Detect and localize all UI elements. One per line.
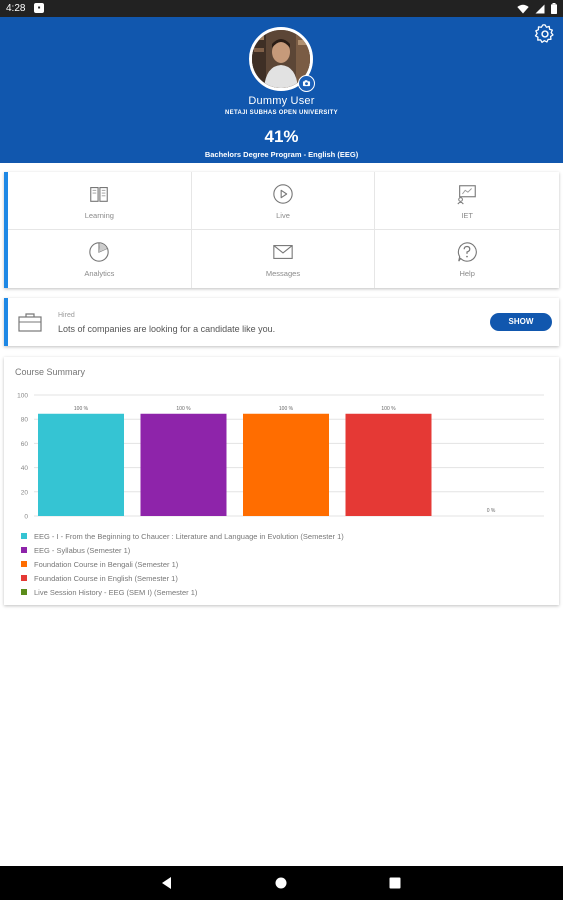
university-name: NETAJI SUBHAS OPEN UNIVERSITY — [225, 110, 338, 116]
tile-label: Analytics — [84, 269, 115, 278]
legend-label: Foundation Course in Bengali (Semester 1… — [34, 559, 179, 569]
briefcase-icon — [18, 313, 42, 332]
tile-messages[interactable]: Messages — [192, 230, 376, 288]
avatar[interactable] — [249, 27, 315, 92]
status-time: 4:28 — [6, 3, 26, 14]
course-summary-title: Course Summary — [15, 367, 86, 377]
user-name: Dummy User — [248, 95, 315, 107]
y-tick-label: 0 — [24, 514, 28, 521]
gear-icon[interactable] — [534, 23, 556, 45]
legend-label: Foundation Course in English (Semester 1… — [34, 573, 178, 583]
chart-bar[interactable] — [38, 413, 124, 516]
bar-data-label: 100 % — [74, 406, 89, 412]
tile-label: Learning — [84, 211, 114, 220]
bar-data-label: 100 % — [176, 406, 191, 412]
legend-label: EEG - Syllabus (Semester 1) — [34, 545, 131, 555]
program-name: Bachelors Degree Program - English (EEG) — [204, 150, 359, 159]
wifi-icon — [517, 4, 529, 13]
legend-item[interactable]: EEG - I - From the Beginning to Chaucer … — [21, 529, 344, 543]
tile-learning[interactable]: Learning — [8, 172, 192, 230]
legend-label: Live Session History - EEG (SEM I) (Seme… — [34, 587, 198, 597]
hired-title: Hired — [58, 312, 75, 319]
profile-header: Dummy User NETAJI SUBHAS OPEN UNIVERSITY… — [0, 17, 563, 163]
tile-label: IET — [461, 211, 473, 220]
progress-percent: 41% — [264, 127, 299, 146]
navigation-bar — [0, 866, 563, 900]
back-icon[interactable] — [159, 875, 175, 891]
tile-label: Messages — [265, 269, 301, 278]
hired-message: Lots of companies are looking for a cand… — [58, 324, 276, 334]
home-icon[interactable] — [273, 875, 289, 891]
y-tick-label: 40 — [21, 465, 29, 472]
envelope-icon — [273, 245, 293, 259]
tile-label: Live — [276, 211, 290, 220]
legend-swatch — [21, 561, 27, 567]
bar-data-label: 100 % — [381, 406, 396, 412]
book-icon — [90, 187, 109, 202]
y-tick-label: 60 — [21, 441, 29, 448]
bar-data-label: 0 % — [487, 508, 496, 514]
chart-legend: EEG - I - From the Beginning to Chaucer … — [21, 529, 344, 599]
status-icons — [517, 2, 557, 15]
tile-analytics[interactable]: Analytics — [8, 230, 192, 288]
battery-icon — [551, 3, 557, 14]
signal-icon — [535, 4, 545, 13]
y-tick-label: 80 — [21, 417, 29, 424]
show-button[interactable]: SHOW — [490, 313, 552, 331]
chart-bar[interactable] — [345, 413, 432, 516]
status-bar: 4:28 ▪ — [0, 0, 563, 17]
y-tick-label: 20 — [21, 489, 29, 496]
chart-bar[interactable] — [243, 413, 329, 516]
recents-icon[interactable] — [387, 875, 403, 891]
tile-iet[interactable]: IET — [375, 172, 559, 230]
course-summary-card: Course Summary 0 20 40 60 80 100 100 % 100 % 100… — [4, 357, 559, 605]
hired-card: Hired Lots of companies are looking for … — [4, 298, 559, 346]
app-notification-icon: ▪ — [34, 3, 44, 13]
legend-label: EEG - I - From the Beginning to Chaucer … — [34, 531, 344, 541]
help-icon — [458, 242, 477, 262]
legend-item[interactable]: Foundation Course in English (Semester 1… — [21, 571, 344, 585]
quick-actions-grid: Learning Live IET Analytics — [4, 172, 559, 288]
chalkboard-icon — [457, 185, 476, 205]
course-summary-chart: 0 20 40 60 80 100 100 % 100 % 100 % 100 % 0 % — [17, 393, 544, 521]
legend-item[interactable]: Foundation Course in Bengali (Semester 1… — [21, 557, 344, 571]
play-icon — [273, 184, 293, 204]
legend-item[interactable]: EEG - Syllabus (Semester 1) — [21, 543, 344, 557]
y-tick-label: 100 — [17, 393, 28, 400]
camera-icon[interactable] — [298, 75, 315, 92]
tile-label: Help — [459, 269, 475, 278]
legend-item[interactable]: Live Session History - EEG (SEM I) (Seme… — [21, 585, 344, 599]
chart-bar[interactable] — [140, 413, 227, 516]
pie-chart-icon — [89, 242, 110, 262]
tile-live[interactable]: Live — [191, 172, 376, 230]
legend-swatch — [21, 575, 27, 581]
legend-swatch — [21, 589, 27, 595]
legend-swatch — [21, 533, 27, 539]
legend-swatch — [21, 547, 27, 553]
avatar-photo — [249, 27, 313, 91]
tile-help[interactable]: Help — [375, 230, 559, 288]
bar-data-label: 100 % — [279, 406, 294, 412]
